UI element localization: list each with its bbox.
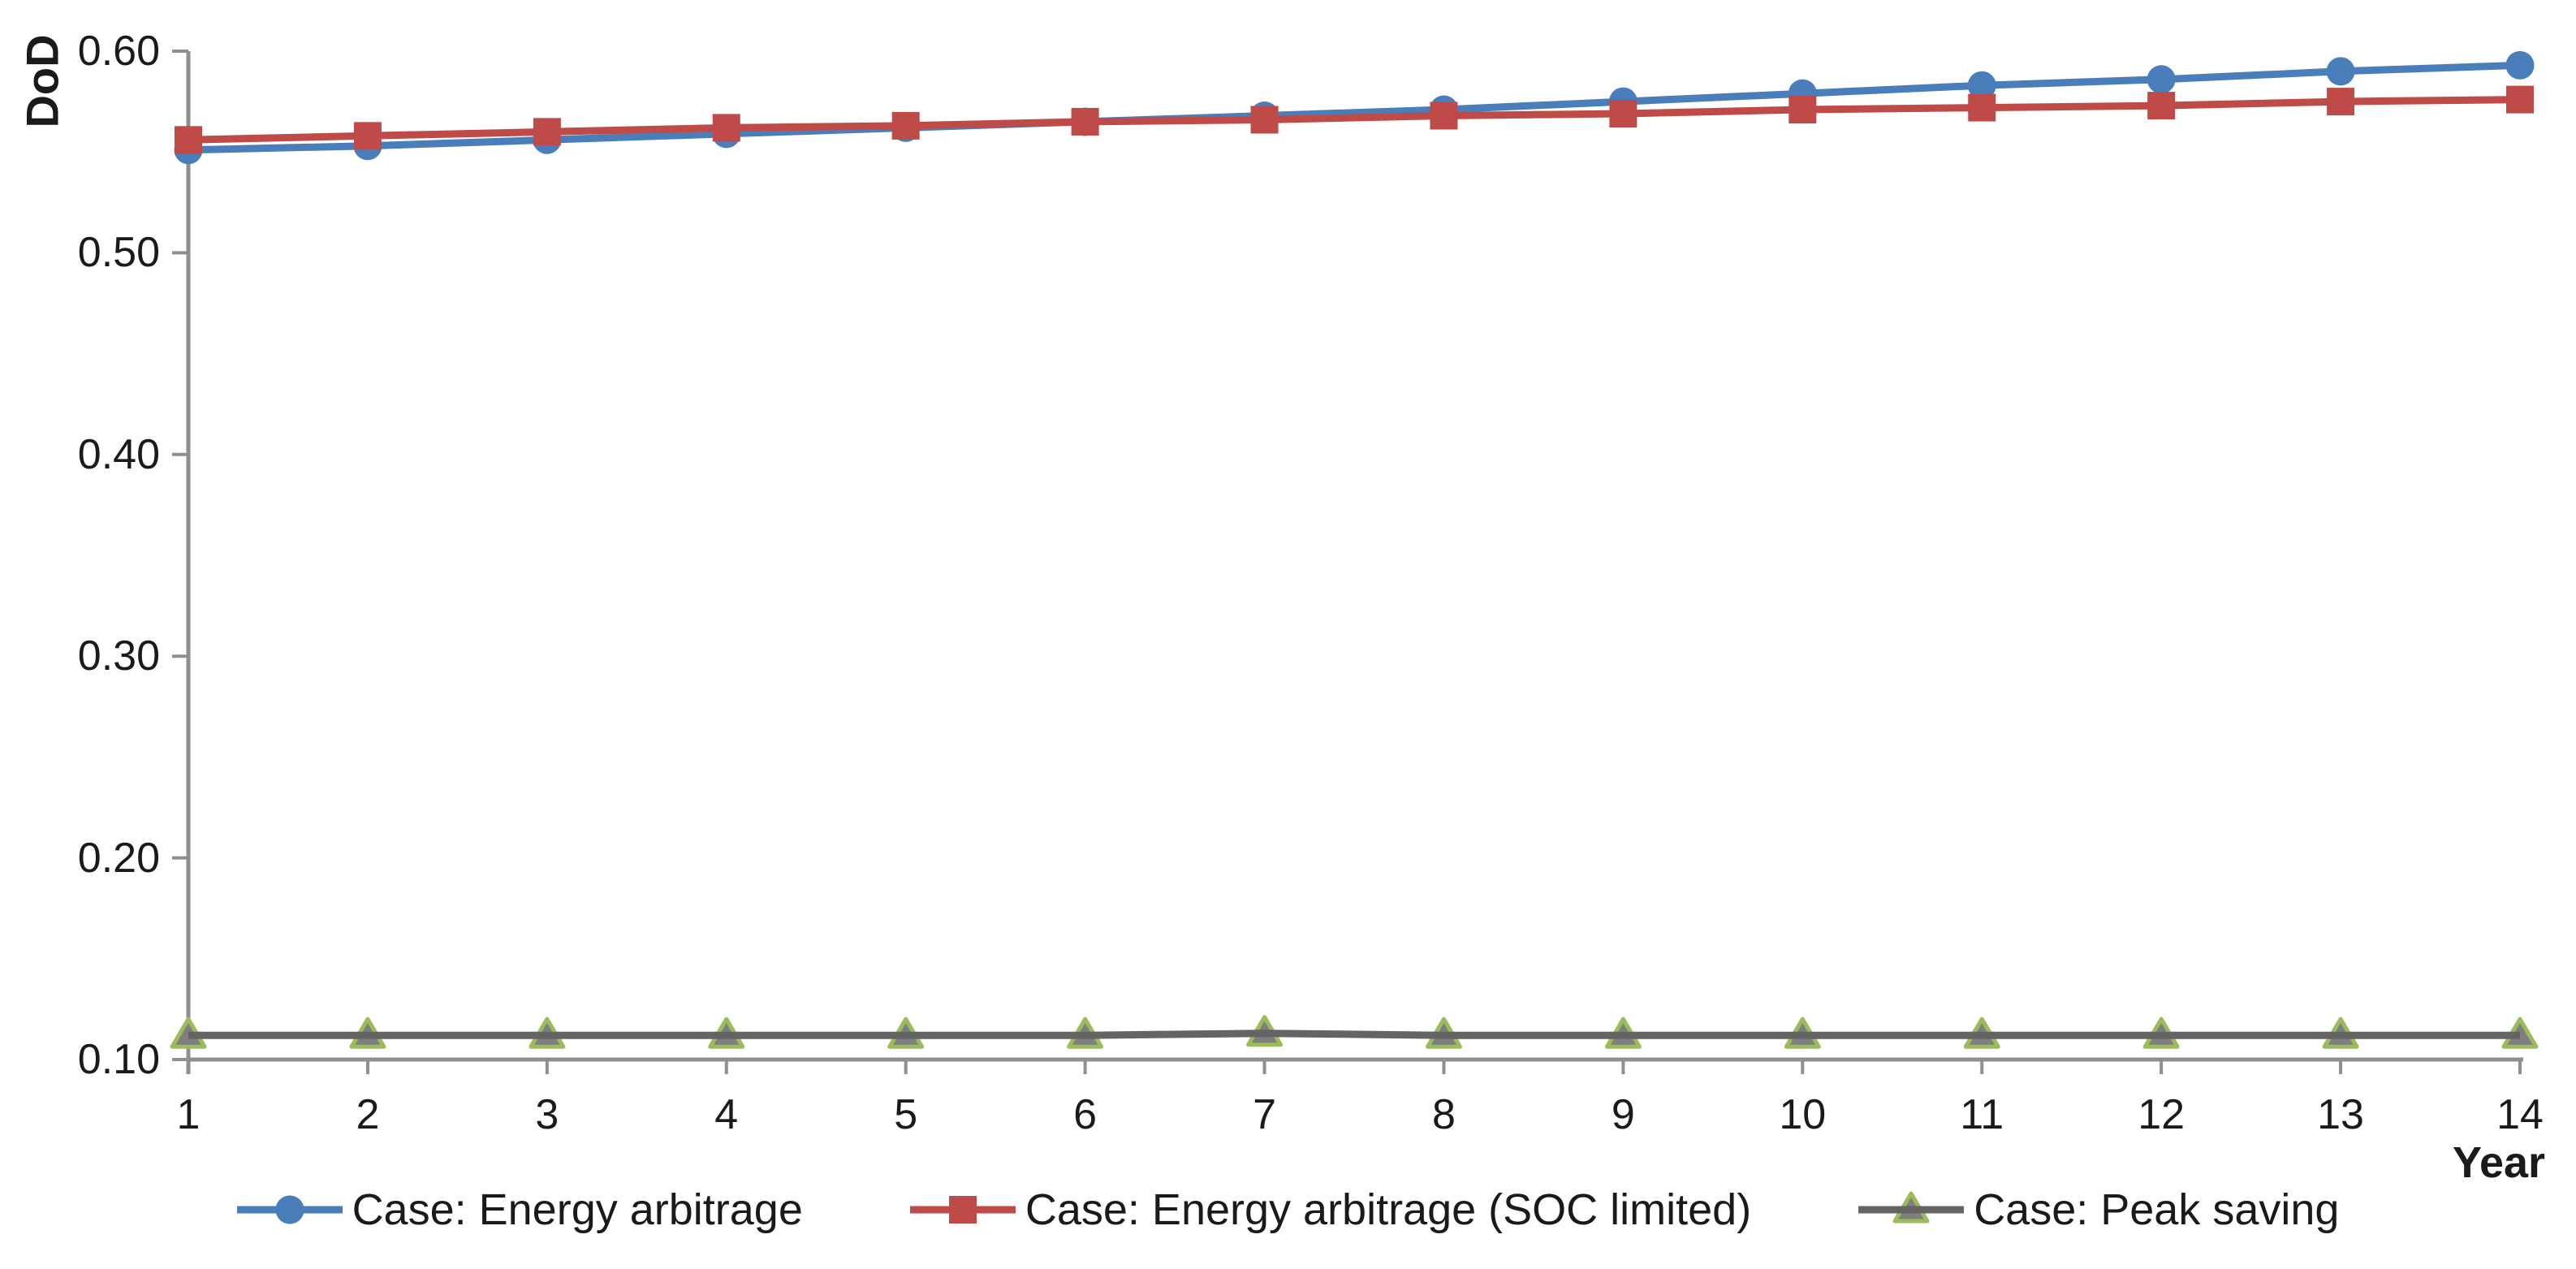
data-point-marker [1609, 100, 1638, 128]
x-tick-label: 5 [894, 1091, 918, 1138]
legend-entry: Case: Peak saving [1858, 1181, 2339, 1238]
series-line [188, 61, 2521, 154]
legend-marker [909, 1196, 1016, 1224]
legend-marker [1858, 1191, 1965, 1224]
x-tick-label: 8 [1431, 1091, 1456, 1138]
y-tick-label: 0.60 [77, 28, 160, 75]
y-tick-label: 0.10 [77, 1036, 160, 1083]
legend-label: Case: Energy arbitrage [352, 1185, 803, 1234]
data-point-marker [1430, 101, 1458, 130]
y-tick-label: 0.40 [77, 430, 160, 478]
x-tick-label: 2 [356, 1091, 380, 1138]
x-tick-label: 14 [2496, 1091, 2544, 1138]
x-tick-label: 13 [2317, 1091, 2364, 1138]
data-point-marker [1967, 71, 1996, 100]
series-line [188, 96, 2521, 144]
legend-marker [236, 1195, 343, 1224]
x-tick-label: 9 [1611, 1091, 1635, 1138]
data-point-marker [2147, 92, 2176, 120]
data-point-marker [353, 122, 382, 150]
x-tick-label: 3 [535, 1091, 559, 1138]
data-point-marker [175, 126, 202, 154]
x-tick-label: 6 [1073, 1091, 1098, 1138]
y-tick-label: 0.30 [77, 632, 160, 680]
series-line [188, 1029, 2520, 1039]
data-point-marker [2147, 65, 2176, 94]
x-tick-label: 1 [176, 1091, 201, 1138]
legend-entry: Case: Energy arbitrage [236, 1181, 803, 1238]
data-point-marker [1789, 96, 1817, 124]
data-point-marker [712, 114, 740, 142]
x-tick-label: 10 [1779, 1091, 1827, 1138]
x-tick-label: 7 [1253, 1091, 1276, 1138]
data-point-marker [2327, 88, 2355, 116]
y-tick-label: 0.50 [77, 229, 160, 277]
x-tick-label: 11 [1960, 1091, 2004, 1138]
legend-label: Case: Peak saving [1974, 1185, 2340, 1234]
x-tick-label: 12 [2138, 1091, 2186, 1138]
data-point-marker [2505, 50, 2535, 80]
y-tick-label: 0.20 [77, 834, 160, 882]
data-point-marker [891, 111, 920, 140]
data-point-marker [1071, 107, 1099, 136]
legend: Case: Energy arbitrage Case: Energy arbit… [0, 1176, 2576, 1244]
data-point-marker [2326, 57, 2355, 86]
legend-entry: Case: Energy arbitrage (SOC limited) [909, 1181, 1752, 1238]
data-point-marker [1968, 93, 1996, 122]
data-point-marker [2506, 85, 2534, 114]
data-point-marker [533, 118, 561, 146]
x-axis-title: Year [2452, 1138, 2546, 1187]
data-point-marker [1250, 106, 1279, 134]
legend-label: Case: Energy arbitrage (SOC limited) [1025, 1185, 1752, 1234]
x-tick-label: 4 [714, 1091, 739, 1138]
